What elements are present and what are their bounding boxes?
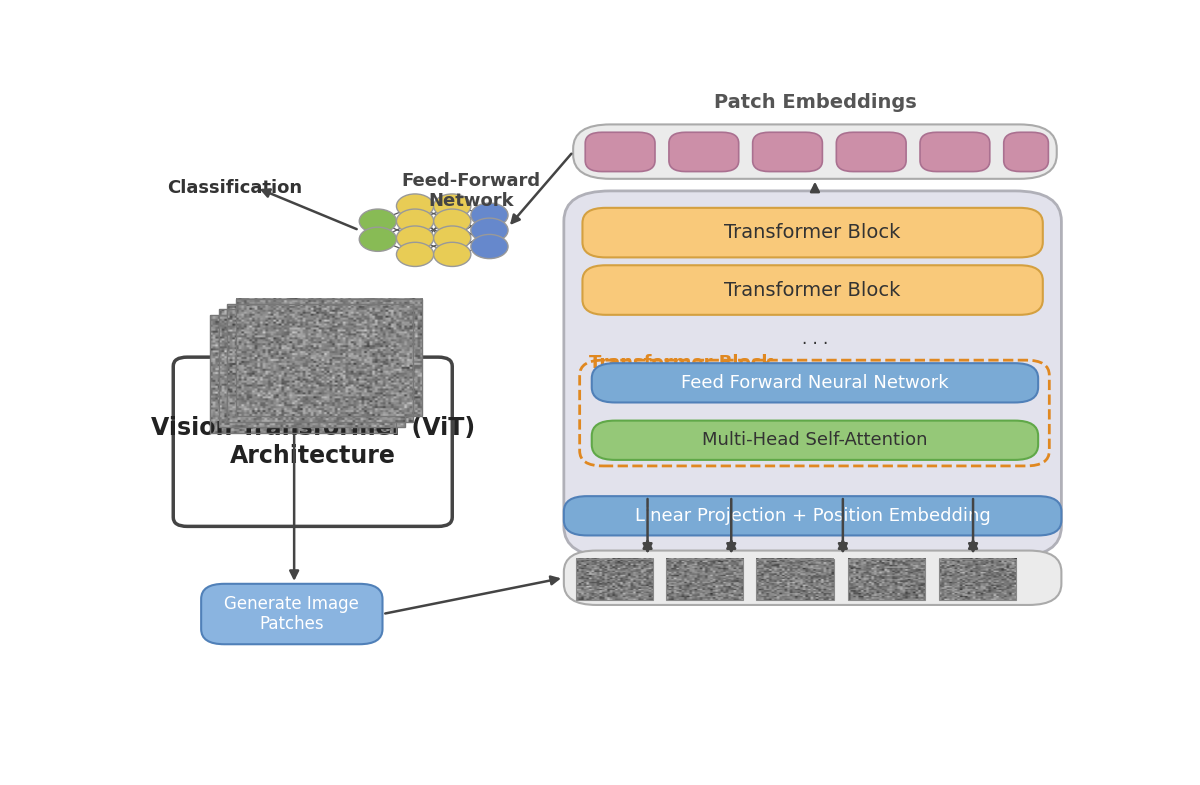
Text: Classification: Classification: [167, 179, 302, 197]
FancyBboxPatch shape: [173, 357, 452, 527]
Bar: [938, 559, 1016, 600]
FancyBboxPatch shape: [564, 191, 1062, 557]
FancyBboxPatch shape: [564, 550, 1062, 605]
Text: Vision Transformer (ViT)
Architecture: Vision Transformer (ViT) Architecture: [151, 416, 475, 468]
Text: Generate Image
Patches: Generate Image Patches: [224, 594, 359, 633]
FancyBboxPatch shape: [592, 421, 1038, 460]
Circle shape: [433, 209, 470, 233]
FancyBboxPatch shape: [574, 125, 1057, 179]
Text: Transformer Block: Transformer Block: [725, 223, 901, 242]
Circle shape: [396, 226, 433, 250]
Bar: [210, 315, 396, 433]
Text: . . .: . . .: [802, 330, 828, 348]
Bar: [666, 559, 743, 600]
Bar: [235, 298, 421, 416]
Text: Feed-Forward
Network: Feed-Forward Network: [401, 171, 540, 210]
Bar: [218, 309, 404, 427]
Circle shape: [396, 194, 433, 218]
FancyBboxPatch shape: [586, 133, 655, 172]
FancyBboxPatch shape: [752, 133, 822, 172]
Bar: [756, 559, 834, 600]
Bar: [227, 304, 413, 422]
Bar: [576, 559, 653, 600]
FancyBboxPatch shape: [202, 584, 383, 644]
Text: Multi-Head Self-Attention: Multi-Head Self-Attention: [702, 431, 928, 449]
Circle shape: [470, 218, 508, 243]
FancyBboxPatch shape: [592, 363, 1038, 403]
FancyBboxPatch shape: [1003, 133, 1049, 172]
Text: Transformer Block: Transformer Block: [589, 354, 773, 372]
Circle shape: [359, 227, 396, 251]
Text: Feed Forward Neural Network: Feed Forward Neural Network: [682, 374, 949, 392]
Circle shape: [433, 226, 470, 250]
Circle shape: [396, 209, 433, 233]
Text: Patch Embeddings: Patch Embeddings: [714, 93, 917, 112]
FancyBboxPatch shape: [564, 496, 1062, 535]
FancyBboxPatch shape: [920, 133, 990, 172]
Circle shape: [433, 194, 470, 218]
Text: Transformer Block: Transformer Block: [725, 280, 901, 300]
Text: Linear Projection + Position Embedding: Linear Projection + Position Embedding: [635, 507, 990, 525]
Circle shape: [470, 235, 508, 258]
FancyBboxPatch shape: [668, 133, 739, 172]
Circle shape: [359, 209, 396, 233]
Circle shape: [433, 243, 470, 266]
Circle shape: [470, 203, 508, 227]
FancyBboxPatch shape: [836, 133, 906, 172]
FancyBboxPatch shape: [582, 265, 1043, 315]
FancyBboxPatch shape: [582, 208, 1043, 257]
Bar: [847, 559, 925, 600]
Circle shape: [396, 243, 433, 266]
